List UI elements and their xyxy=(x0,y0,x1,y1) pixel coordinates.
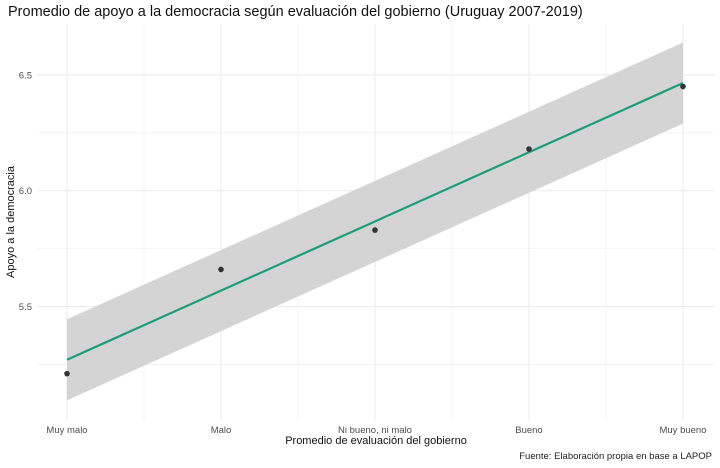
x-tick-label: Ni bueno, ni malo xyxy=(338,425,412,436)
data-point xyxy=(372,227,378,233)
x-tick-label: Muy bueno xyxy=(659,425,706,436)
y-tick-label: 6.5 xyxy=(19,70,32,81)
y-tick-label: 5.5 xyxy=(19,302,32,313)
data-point xyxy=(218,266,224,273)
chart-caption: Fuente: Elaboración propia en base a LAP… xyxy=(519,451,712,462)
chart-title: Promedio de apoyo a la democracia según … xyxy=(8,4,583,20)
regression-line xyxy=(66,82,684,361)
y-axis-title: Apoyo a la democracia xyxy=(5,165,17,278)
data-point xyxy=(526,146,532,152)
data-point xyxy=(680,83,686,90)
y-tick-label: 6.0 xyxy=(19,186,32,197)
x-axis-title: Promedio de evaluación del gobierno xyxy=(285,435,467,447)
x-tick-label: Malo xyxy=(211,425,232,436)
x-tick-label: Muy malo xyxy=(46,425,87,436)
data-point xyxy=(64,370,70,377)
x-tick-label: Bueno xyxy=(515,425,542,436)
